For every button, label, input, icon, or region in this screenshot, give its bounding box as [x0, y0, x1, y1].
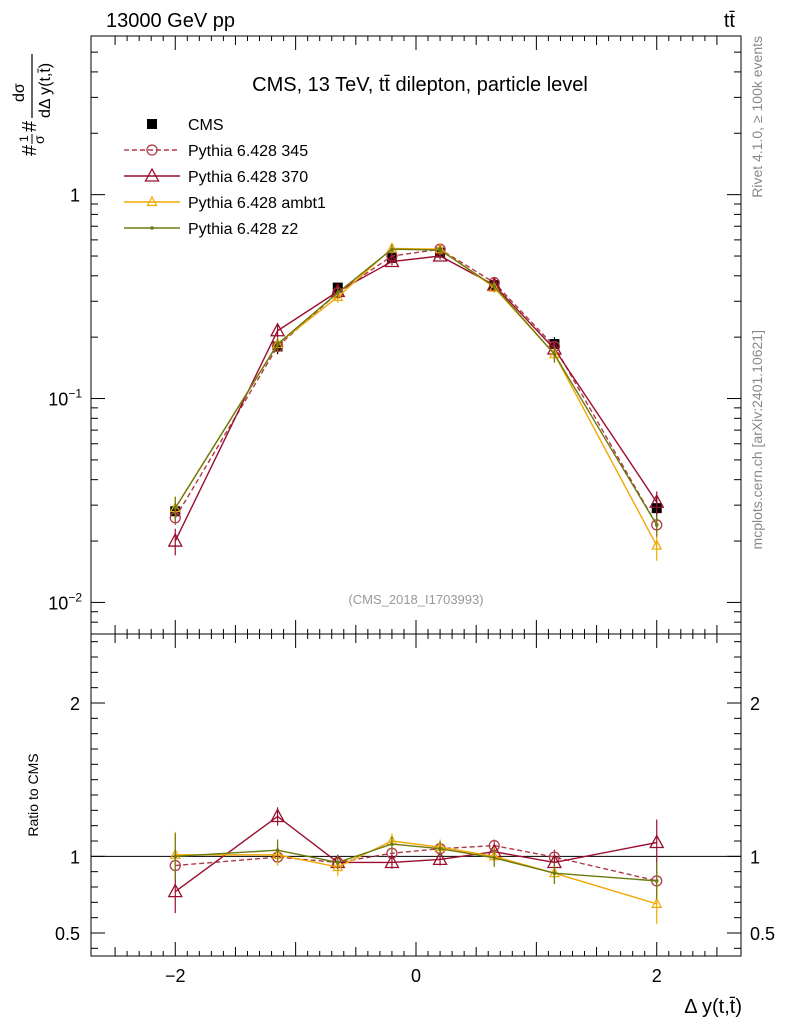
legend-marker	[144, 167, 160, 182]
svg-text:#: #	[19, 120, 41, 132]
main-point	[384, 253, 400, 268]
main-point	[275, 342, 280, 346]
legend-item-0: CMS	[147, 117, 224, 134]
main-point	[432, 247, 448, 262]
header-right: tt̄	[724, 10, 736, 32]
ratio-point	[492, 856, 497, 860]
ratio-axis-ticks: 0.5 0.5 1 1 2 2 −2 0 2	[55, 634, 775, 986]
ratio-series-group	[167, 807, 665, 924]
svg-text:dσ: dσ	[11, 83, 28, 102]
ratio-series-3	[173, 833, 659, 900]
ratio-point	[654, 879, 659, 883]
ratio-line-1	[174, 815, 657, 893]
svg-text:1: 1	[17, 135, 31, 142]
ratio-point	[390, 842, 394, 846]
legend-marker	[150, 226, 154, 230]
legend-marker	[146, 195, 158, 207]
ratio-point	[651, 897, 663, 908]
main-point	[173, 506, 178, 510]
main-point	[651, 539, 663, 550]
ratio-point	[173, 854, 178, 859]
ratio-point	[275, 848, 280, 852]
main-line-2	[174, 255, 658, 542]
legend: CMS Pythia 6.428 345 Pythia 6.428 370 Pythi…	[124, 117, 326, 238]
svg-text:#: #	[19, 144, 41, 156]
ratio-ytick-label-1: 1	[70, 847, 80, 867]
main-ytick-label-1: 10−1	[48, 387, 82, 410]
ratio-ytick-label-0: 0.5	[55, 924, 80, 944]
rivet-label: Rivet 4.1.0, ≥ 100k events	[749, 36, 765, 198]
svg-text:σ: σ	[31, 135, 47, 144]
legend-label: CMS	[188, 117, 224, 134]
main-series-group	[167, 242, 665, 561]
main-point	[552, 352, 557, 356]
main-point	[438, 248, 442, 252]
main-point	[332, 290, 344, 302]
main-line-4	[174, 248, 658, 526]
main-y-label: # 1 σ # dσ dΔ y(t,t̄)	[11, 54, 54, 156]
main-point	[269, 322, 286, 337]
legend-marker	[146, 144, 158, 156]
xtick-label-0: −2	[165, 966, 186, 986]
ratio-ytick-label-right-0: 0.5	[750, 924, 775, 944]
main-ytick-label-0: 10−2	[48, 590, 82, 613]
ratio-point	[552, 871, 557, 875]
header-left: 13000 GeV pp	[106, 10, 235, 32]
legend-label: Pythia 6.428 z2	[188, 221, 298, 238]
main-series-2	[167, 247, 665, 556]
main-point	[654, 523, 659, 527]
ratio-point	[335, 860, 340, 865]
watermark: (CMS_2018_I1703993)	[348, 592, 483, 607]
ratio-series-2	[169, 831, 663, 924]
legend-label: Pythia 6.428 ambt1	[188, 195, 326, 212]
main-point	[492, 284, 497, 289]
ratio-series-0	[169, 839, 663, 897]
ratio-point	[384, 854, 400, 869]
legend-item-4: Pythia 6.428 z2	[124, 221, 298, 238]
x-axis-label: Δ y(t,t̄)	[684, 996, 742, 1018]
main-point	[649, 493, 665, 508]
main-point	[335, 291, 340, 295]
ratio-point	[649, 834, 665, 849]
legend-item-2: Pythia 6.428 370	[124, 167, 308, 186]
ratio-line-3	[175, 843, 657, 882]
ratio-point	[438, 846, 442, 851]
ratio-point	[167, 883, 183, 898]
xtick-label-2: 2	[652, 966, 662, 986]
legend-item-3: Pythia 6.428 ambt1	[124, 195, 326, 212]
ratio-ytick-label-2: 2	[70, 694, 80, 714]
legend-label: Pythia 6.428 370	[188, 169, 308, 186]
ratio-frame	[90, 633, 742, 957]
ratio-ytick-label-right-2: 2	[750, 694, 760, 714]
legend-marker	[147, 119, 157, 129]
main-line-1	[174, 248, 658, 526]
ratio-y-label: Ratio to CMS	[25, 753, 41, 836]
main-series-1	[169, 243, 663, 533]
mcplots-label: mcplots.cern.ch [arXiv:2401.10621]	[749, 330, 765, 549]
main-series-4	[173, 244, 659, 537]
main-axis-ticks: 10−2 10−1 1	[48, 35, 741, 635]
ratio-line-0	[175, 844, 657, 882]
svg-text:dΔ y(t,t̄): dΔ y(t,t̄)	[37, 63, 54, 118]
ratio-point	[269, 808, 286, 823]
ratio-ytick-label-right-1: 1	[750, 847, 760, 867]
xtick-label-1: 0	[411, 966, 421, 986]
main-point	[167, 532, 183, 547]
main-title: CMS, 13 TeV, tt̄ dilepton, particle leve…	[252, 74, 588, 96]
ratio-point	[432, 851, 448, 866]
main-ytick-label-2: 1	[70, 186, 80, 206]
legend-item-1: Pythia 6.428 345	[124, 143, 308, 160]
main-series-3	[169, 242, 663, 561]
ratio-point	[332, 860, 344, 872]
main-point	[390, 247, 394, 252]
legend-label: Pythia 6.428 345	[188, 143, 308, 160]
main-series-0	[170, 247, 662, 522]
